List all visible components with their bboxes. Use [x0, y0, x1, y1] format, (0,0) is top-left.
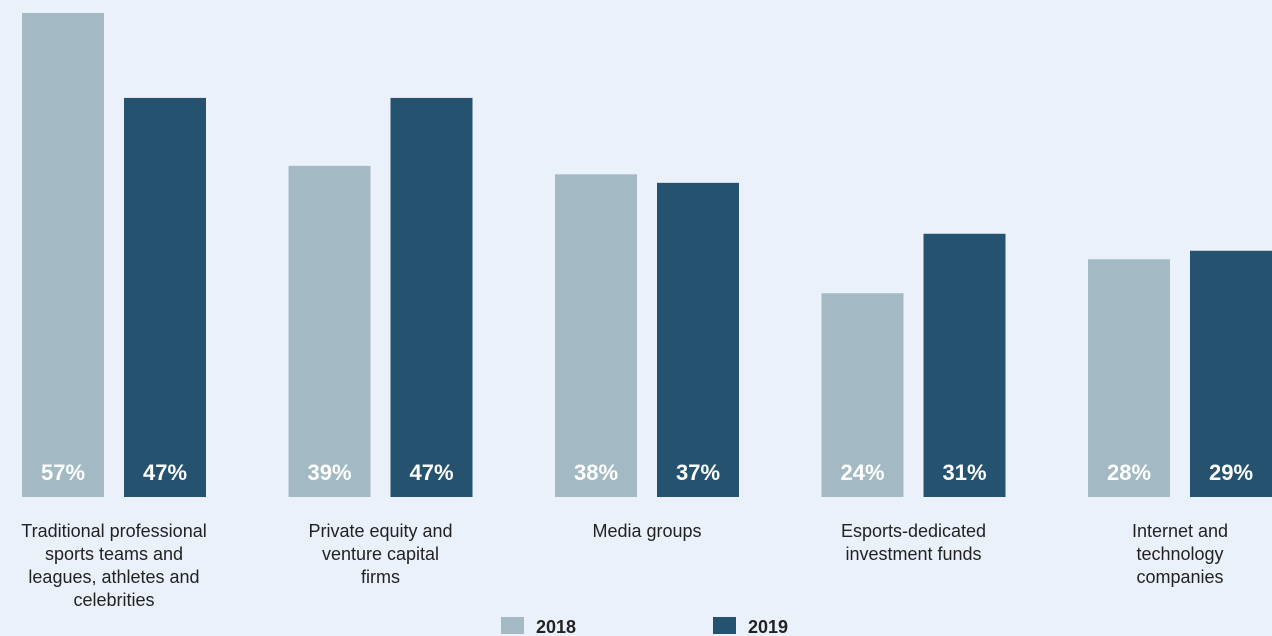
category-label-line: venture capital	[322, 544, 439, 564]
category-label-line: companies	[1136, 567, 1223, 587]
data-label: 24%	[840, 460, 884, 485]
category-label-line: leagues, athletes and	[28, 567, 199, 587]
category-label: Esports-dedicated investment funds	[841, 521, 986, 564]
category-label-line: Media groups	[592, 521, 701, 541]
bar-2018	[1088, 259, 1170, 497]
data-label: 29%	[1209, 460, 1253, 485]
bar-group: 38% 37%	[555, 174, 739, 498]
data-label: 39%	[307, 460, 351, 485]
bar-2018	[821, 293, 904, 497]
bar-group: 57% 47%	[22, 13, 206, 497]
legend-label: 2019	[748, 617, 788, 636]
legend-label: 2018	[536, 617, 576, 636]
data-label: 37%	[676, 460, 720, 485]
bar-group: 28% 29%	[1088, 250, 1272, 497]
legend-swatch	[713, 617, 736, 634]
category-label: Private equity and venture capital firms	[308, 521, 452, 587]
category-label-line: Private equity and	[308, 521, 452, 541]
bar-group: 39% 47%	[288, 97, 473, 497]
data-label: 47%	[143, 460, 187, 485]
data-label: 38%	[574, 460, 618, 485]
bar-2019	[1190, 250, 1272, 497]
data-label: 57%	[41, 460, 85, 485]
category-label: Media groups	[592, 521, 701, 541]
category-label-line: Internet and	[1132, 521, 1228, 541]
category-label-line: Esports-dedicated	[841, 521, 986, 541]
category-label-line: investment funds	[845, 544, 981, 564]
category-label-line: celebrities	[73, 590, 154, 610]
bar-2019	[657, 182, 739, 497]
bar-2019	[923, 233, 1006, 498]
category-label: Traditional professional sports teams and…	[21, 521, 206, 610]
data-label: 28%	[1107, 460, 1151, 485]
category-label-line: firms	[361, 567, 400, 587]
category-label-line: technology	[1136, 544, 1223, 564]
category-label: Internet and technology companies	[1132, 521, 1228, 587]
legend: 2018 2019	[501, 617, 788, 636]
bar-2018	[555, 174, 637, 498]
bar-2018	[22, 13, 104, 497]
bar-2019	[124, 97, 206, 497]
bar-2019	[390, 97, 473, 497]
category-label-line: sports teams and	[45, 544, 183, 564]
bar-2018	[288, 165, 371, 497]
data-label: 31%	[942, 460, 986, 485]
bar-group: 24% 31%	[821, 233, 1006, 498]
data-label: 47%	[409, 460, 453, 485]
category-label-line: Traditional professional	[21, 521, 206, 541]
legend-swatch	[501, 617, 524, 634]
